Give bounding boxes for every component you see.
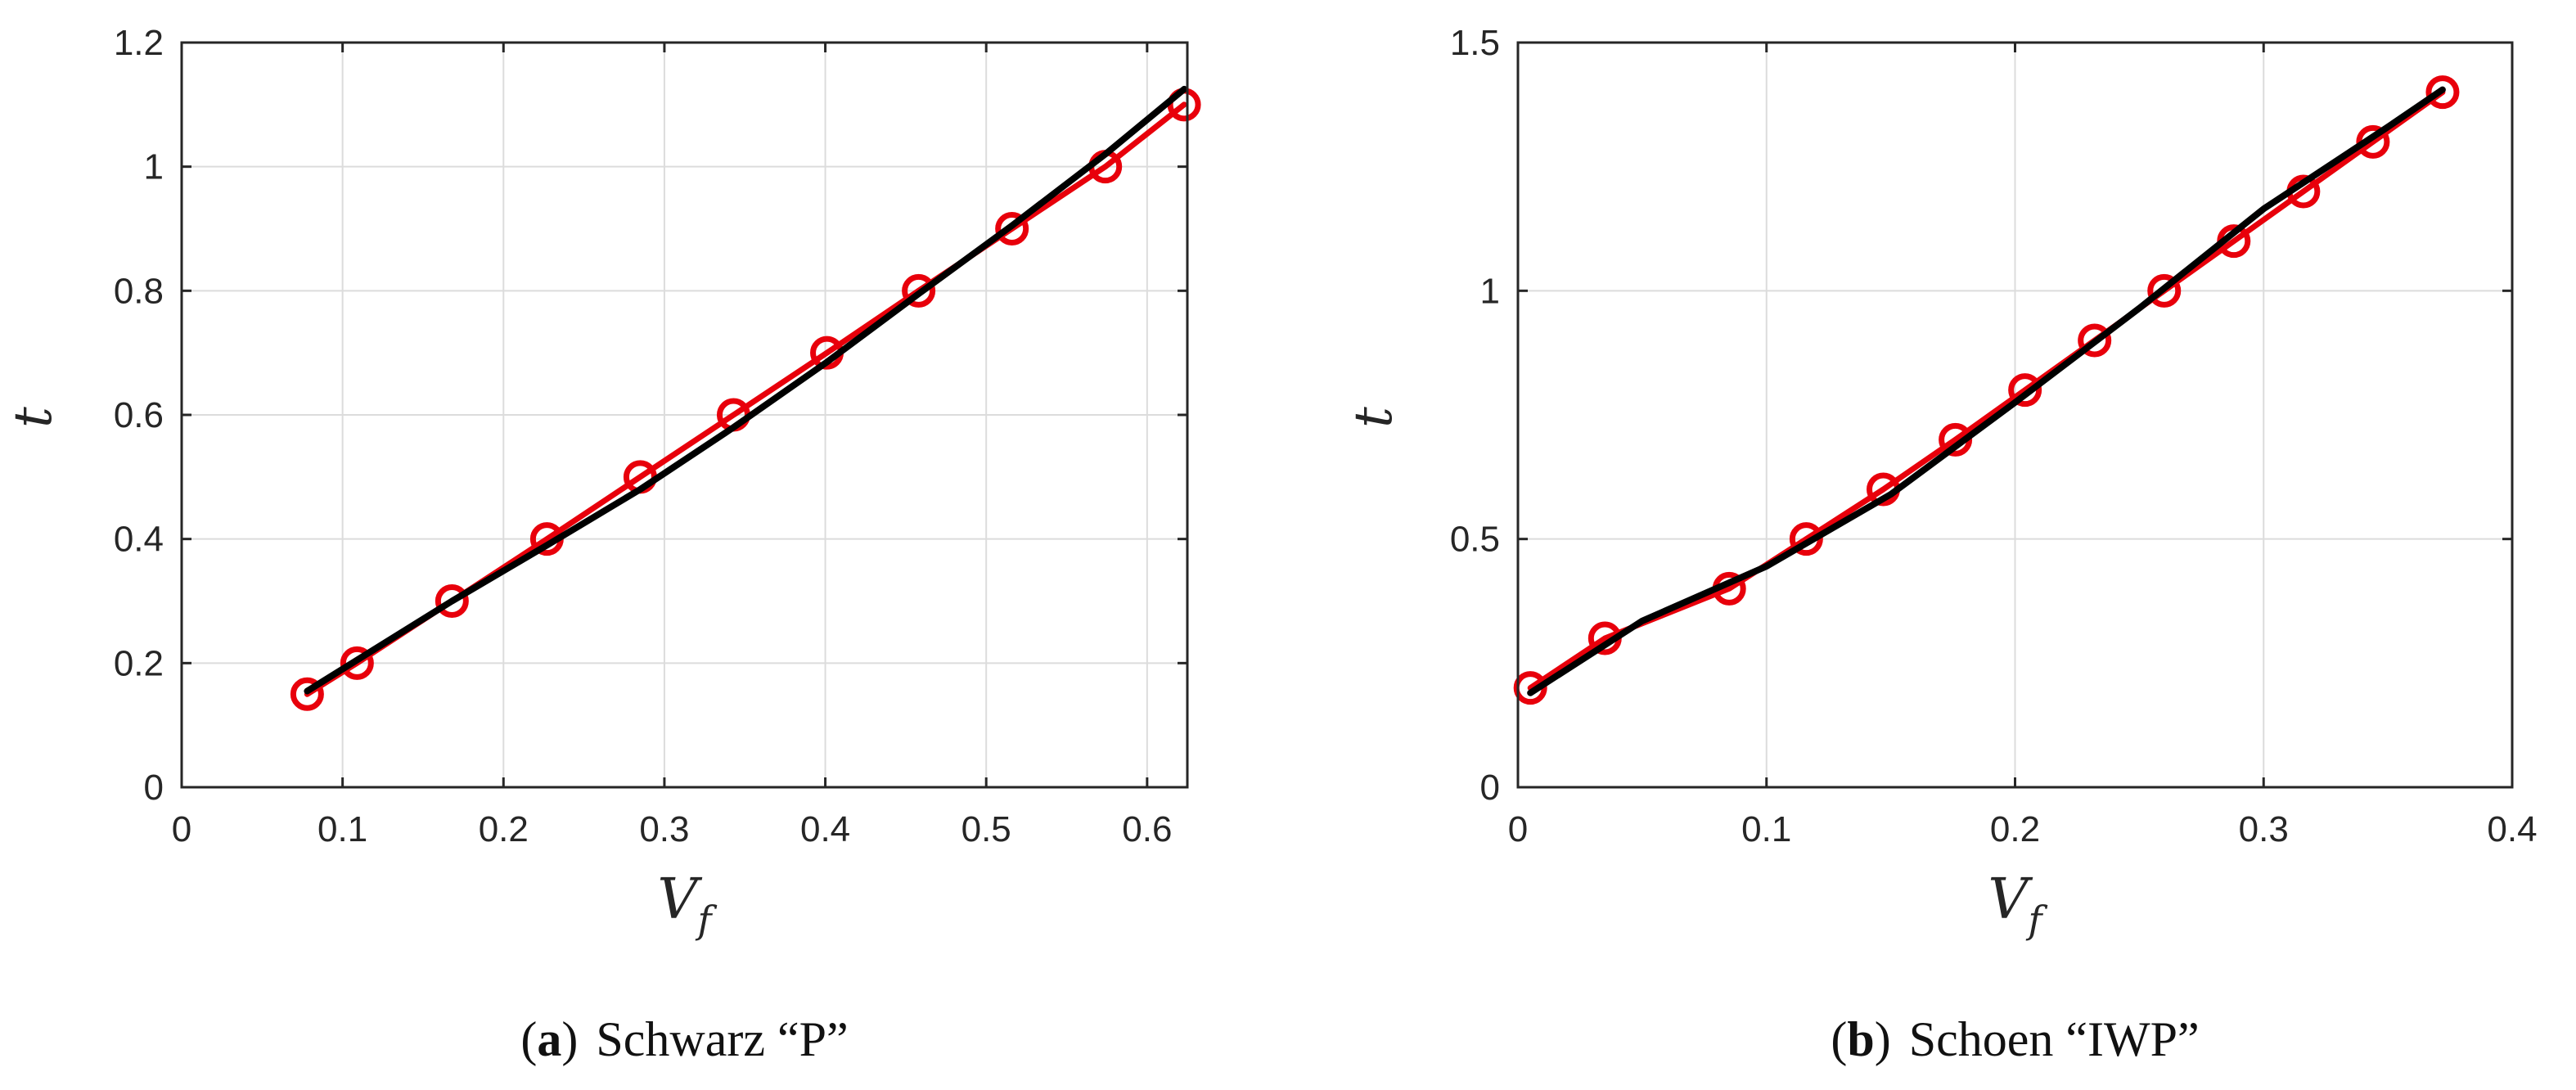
black-series-line-a <box>304 85 1188 695</box>
red-series-line-b <box>1527 89 2446 691</box>
tick-group-a: 0 0.1 0.2 0.3 0.4 0.5 0.6 0 0.2 0.4 0.6 0.8 1 1.2 <box>114 23 1187 849</box>
y-tick-label: 0 <box>1480 768 1500 808</box>
grid-lines-b <box>1518 43 2512 787</box>
x-axis-label-sub-a: f <box>696 898 718 942</box>
x-tick-label: 0.1 <box>317 809 367 849</box>
tick-group-b: 0 0.1 0.2 0.3 0.4 0 0.5 1 1.5 <box>1450 23 2538 849</box>
caption-a: (a) Schwarz “P” <box>520 1012 848 1066</box>
data-point-marker <box>290 677 324 711</box>
caption-paren-open-b: ( <box>1831 1012 1847 1066</box>
data-point-marker <box>902 273 936 308</box>
x-axis-label-b: Vf <box>1988 867 2047 942</box>
x-tick-label: 0.2 <box>1990 809 2040 849</box>
y-tick-label: 1.2 <box>114 23 164 63</box>
data-point-marker <box>2078 323 2112 358</box>
x-axis-label-sub-b: f <box>2026 898 2048 942</box>
x-axis-label-main-b: V <box>1988 867 2033 932</box>
data-point-marker <box>340 646 374 680</box>
y-tick-label: 0.6 <box>114 395 164 435</box>
caption-paren-close-b: ) <box>1875 1012 1891 1066</box>
x-tick-label: 0.6 <box>1122 809 1172 849</box>
y-tick-label: 0.8 <box>114 271 164 311</box>
data-point-marker <box>1789 522 1823 556</box>
data-point-marker <box>2008 373 2042 408</box>
caption-text-a: Schwarz “P” <box>596 1012 848 1066</box>
x-tick-label: 0.4 <box>2487 809 2537 849</box>
y-axis-label-b: t <box>1344 407 1404 428</box>
x-tick-label: 0.1 <box>1741 809 1791 849</box>
y-tick-label: 1 <box>1480 271 1500 311</box>
black-series-line-b <box>1527 86 2446 696</box>
data-point-marker <box>2356 124 2390 159</box>
caption-letter-b: b <box>1847 1012 1874 1066</box>
y-tick-label: 0.2 <box>114 643 164 683</box>
data-point-marker <box>2147 273 2182 308</box>
series-group-b <box>1513 75 2460 705</box>
caption-paren-close-a: ) <box>561 1012 578 1066</box>
panel-a: 0 0.1 0.2 0.3 0.4 0.5 0.6 0 0.2 0.4 0.6 0.8 1 1.2 t V… <box>3 23 1201 1066</box>
series-group-a <box>290 85 1201 711</box>
x-tick-label: 0.4 <box>800 809 850 849</box>
y-tick-label: 1 <box>144 147 164 187</box>
caption-text-b: Schoen “IWP” <box>1909 1012 2200 1066</box>
x-axis-label-a: Vf <box>657 867 717 942</box>
y-axis-label-a: t <box>3 407 64 428</box>
x-tick-label: 0 <box>1508 809 1528 849</box>
data-point-marker <box>2425 75 2460 110</box>
panel-b: 0 0.1 0.2 0.3 0.4 0 0.5 1 1.5 t Vf (b) Schoen “IW… <box>1344 23 2538 1066</box>
data-point-marker <box>1513 671 1547 705</box>
y-tick-label: 0.4 <box>114 520 164 560</box>
data-point-marker <box>995 212 1029 245</box>
x-tick-label: 0 <box>172 809 191 849</box>
data-point-marker <box>435 584 469 618</box>
caption-paren-open-a: ( <box>520 1012 537 1066</box>
y-tick-label: 0 <box>144 768 164 808</box>
x-tick-label: 0.2 <box>479 809 529 849</box>
x-axis-label-main-a: V <box>657 867 702 932</box>
y-tick-label: 0.5 <box>1450 520 1500 560</box>
caption-b: (b) Schoen “IWP” <box>1831 1012 2199 1066</box>
caption-letter-a: a <box>537 1012 561 1066</box>
x-tick-label: 0.5 <box>961 809 1011 849</box>
y-tick-label: 1.5 <box>1450 23 1500 63</box>
x-tick-label: 0.3 <box>2239 809 2289 849</box>
x-tick-label: 0.3 <box>639 809 689 849</box>
